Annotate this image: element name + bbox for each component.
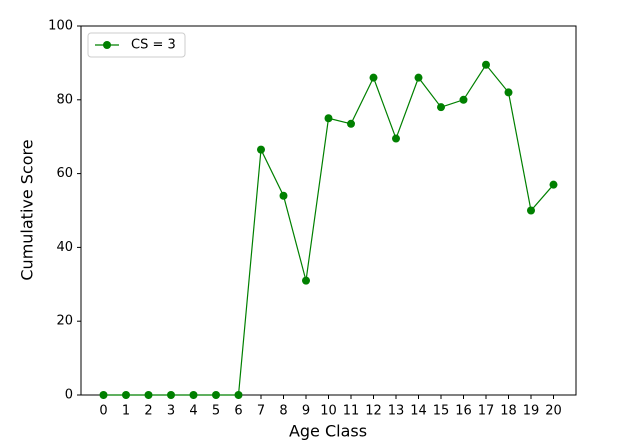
y-axis-label: Cumulative Score [18,139,37,280]
point [144,391,153,399]
x-tick-label: 6 [234,404,242,419]
x-tick-label: 12 [365,404,382,419]
point [99,391,108,399]
point [504,88,513,97]
point [392,134,400,143]
x-tick-label: 18 [500,404,517,419]
y-tick-label: 60 [56,166,73,181]
legend-box [87,32,186,58]
x-tick-label: 9 [302,404,310,419]
legend-marker [103,41,111,49]
point [549,180,558,189]
x-tick-label: 14 [410,404,427,419]
x-tick-label: 10 [320,404,337,419]
x-tick-label: 17 [478,404,495,419]
point [414,73,423,82]
x-tick-label: 5 [212,404,220,419]
point [212,391,220,399]
x-tick-label: 2 [144,404,152,419]
x-tick-label: 11 [343,404,360,419]
point [279,191,288,200]
point [482,60,490,69]
x-tick-label: 1 [122,404,130,419]
point [459,95,468,104]
y-tick-label: 0 [65,388,73,403]
point [302,276,310,285]
x-tick-label: 16 [455,404,472,419]
point [369,73,378,82]
x-tick-label: 4 [189,404,197,419]
x-tick-label: 0 [99,404,107,419]
x-axis-label: Age Class [289,422,367,441]
x-tick-label: 15 [433,404,450,419]
point [347,119,355,128]
point [234,391,243,399]
x-tick-label: 20 [545,404,562,419]
legend-label: CS = 3 [131,38,176,53]
y-tick-label: 40 [56,240,73,255]
point [527,206,535,215]
point [167,391,175,399]
x-tick-label: 7 [257,404,265,419]
point [189,391,198,399]
y-tick-label: 80 [56,92,73,107]
plot-frame [80,25,577,396]
y-tick-label: 100 [48,19,73,34]
point [437,103,445,112]
y-tick-label: 20 [56,314,73,329]
x-tick-label: 8 [279,404,287,419]
x-tick-label: 19 [523,404,540,419]
x-tick-label: 13 [388,404,405,419]
x-tick-label: 3 [167,404,175,419]
point [257,145,265,154]
point [324,114,333,123]
point [122,391,130,399]
